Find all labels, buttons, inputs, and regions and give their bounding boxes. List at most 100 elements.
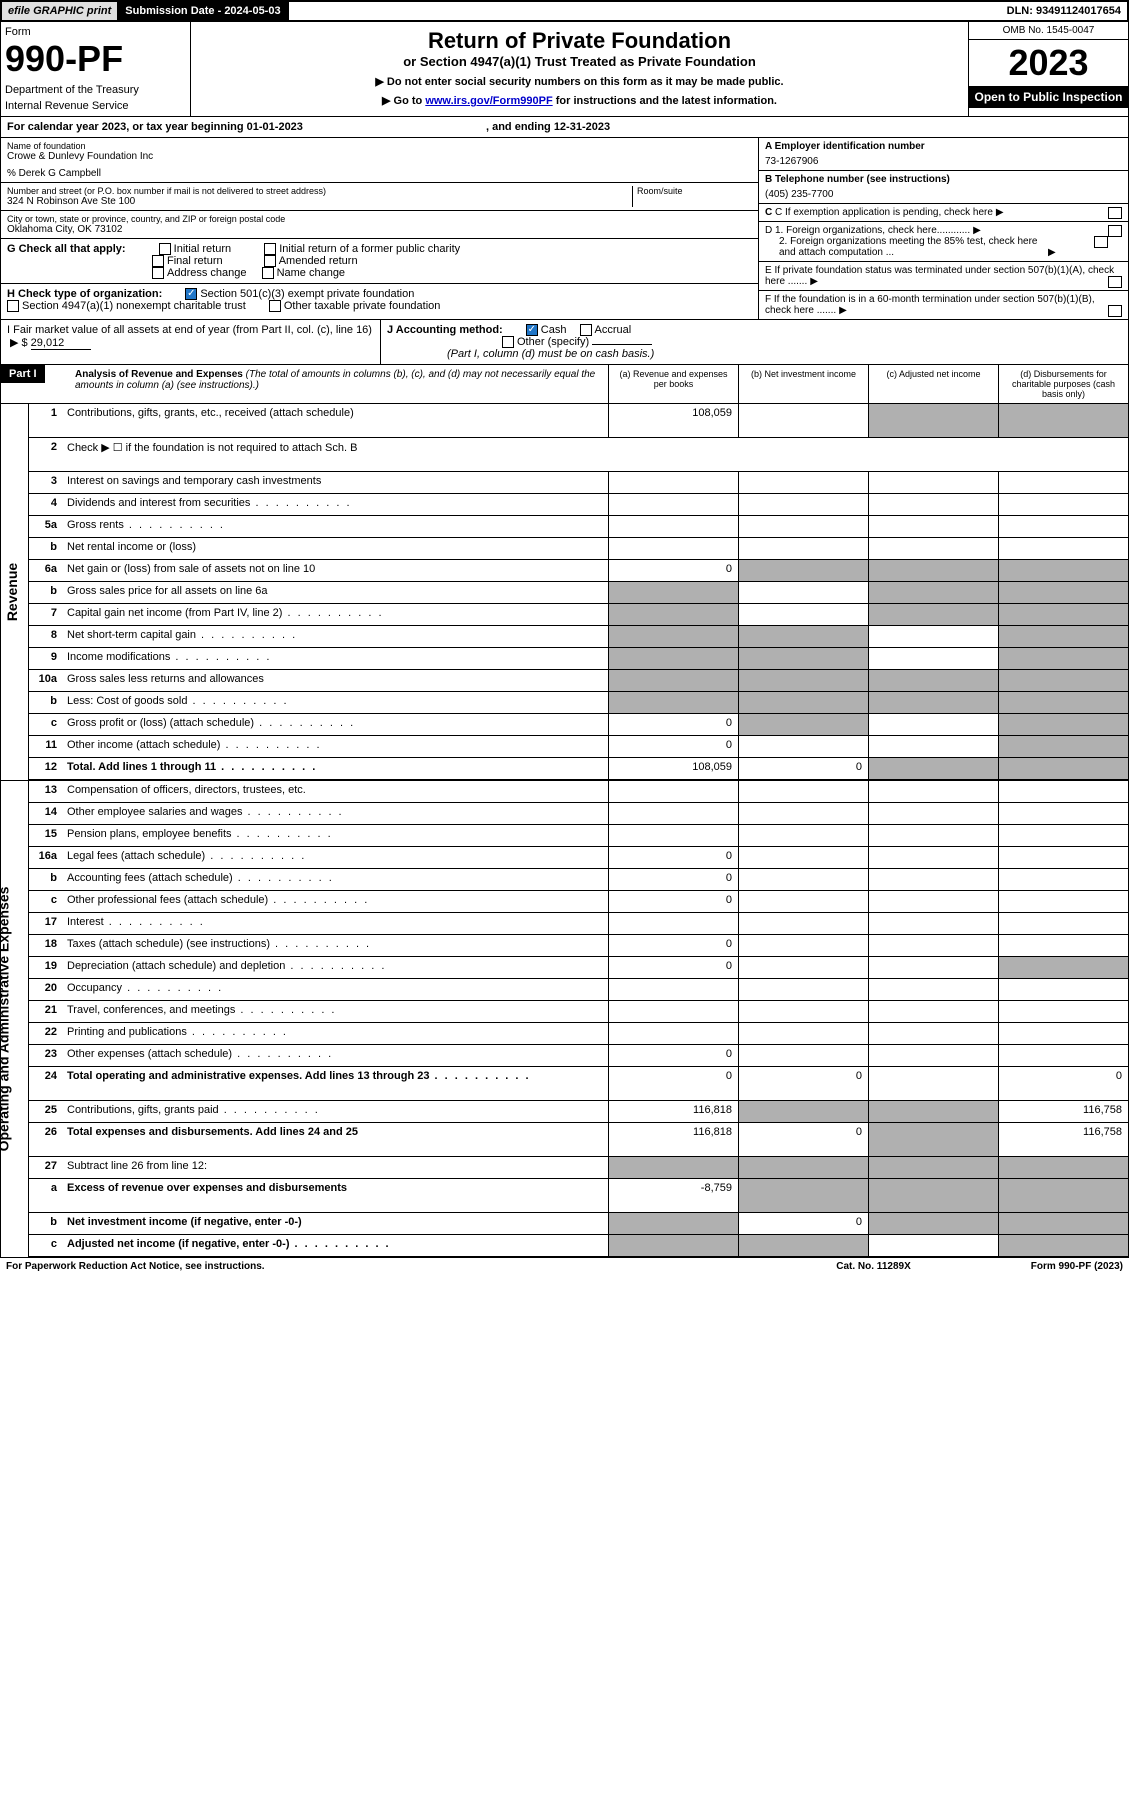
room-label: Room/suite xyxy=(637,186,752,196)
value-cell: 0 xyxy=(608,1067,738,1100)
checkbox-other-tax[interactable] xyxy=(269,300,281,312)
f-label: F If the foundation is in a 60-month ter… xyxy=(765,294,1095,316)
row-label: Net gain or (loss) from sale of assets n… xyxy=(63,560,608,581)
value-cell xyxy=(608,604,738,625)
row-number: 11 xyxy=(29,736,63,757)
value-cell xyxy=(738,1045,868,1066)
value-cell xyxy=(608,670,738,691)
value-cell xyxy=(998,670,1128,691)
value-cell xyxy=(998,1023,1128,1044)
checkbox-d2[interactable] xyxy=(1094,236,1108,248)
value-cell xyxy=(738,494,868,515)
row-number: 3 xyxy=(29,472,63,493)
entity-info: Name of foundation Crowe & Dunlevy Found… xyxy=(0,138,1129,320)
checkbox-501c3[interactable] xyxy=(185,288,197,300)
value-cell xyxy=(868,404,998,437)
value-cell xyxy=(868,472,998,493)
checkbox-amended[interactable] xyxy=(264,255,276,267)
value-cell xyxy=(868,670,998,691)
row-number: 8 xyxy=(29,626,63,647)
value-cell: 0 xyxy=(608,736,738,757)
table-row: 17Interest xyxy=(29,913,1128,935)
value-cell xyxy=(998,648,1128,669)
row-label: Adjusted net income (if negative, enter … xyxy=(63,1235,608,1256)
value-cell: 0 xyxy=(608,891,738,912)
table-row: aExcess of revenue over expenses and dis… xyxy=(29,1179,1128,1213)
row-label: Check ▶ ☐ if the foundation is not requi… xyxy=(63,438,1128,471)
value-cell xyxy=(998,781,1128,802)
ein-label: A Employer identification number xyxy=(765,141,1122,152)
row-label: Taxes (attach schedule) (see instruction… xyxy=(63,935,608,956)
row-number: b xyxy=(29,692,63,713)
value-cell xyxy=(998,1045,1128,1066)
checkbox-cash[interactable] xyxy=(526,324,538,336)
value-cell xyxy=(738,538,868,559)
value-cell xyxy=(608,979,738,1000)
table-row: 14Other employee salaries and wages xyxy=(29,803,1128,825)
checkbox-initial-former[interactable] xyxy=(264,243,276,255)
value-cell xyxy=(998,825,1128,846)
value-cell xyxy=(868,516,998,537)
value-cell: 116,818 xyxy=(608,1123,738,1156)
row-label: Total operating and administrative expen… xyxy=(63,1067,608,1100)
dln: DLN: 93491124017654 xyxy=(1001,2,1127,20)
checkbox-e[interactable] xyxy=(1108,276,1122,288)
value-cell xyxy=(738,604,868,625)
row-label: Gross rents xyxy=(63,516,608,537)
value-cell xyxy=(868,626,998,647)
row-label: Interest on savings and temporary cash i… xyxy=(63,472,608,493)
row-label: Capital gain net income (from Part IV, l… xyxy=(63,604,608,625)
value-cell xyxy=(738,803,868,824)
value-cell xyxy=(738,935,868,956)
city-state-zip: Oklahoma City, OK 73102 xyxy=(7,224,752,235)
value-cell xyxy=(868,979,998,1000)
checkbox-c[interactable] xyxy=(1108,207,1122,219)
value-cell xyxy=(998,472,1128,493)
table-row: 19Depreciation (attach schedule) and dep… xyxy=(29,957,1128,979)
value-cell xyxy=(998,1157,1128,1178)
value-cell: 0 xyxy=(608,847,738,868)
row-number: b xyxy=(29,538,63,559)
value-cell xyxy=(738,626,868,647)
checkbox-4947[interactable] xyxy=(7,300,19,312)
table-row: 21Travel, conferences, and meetings xyxy=(29,1001,1128,1023)
checkbox-initial[interactable] xyxy=(159,243,171,255)
row-label: Compensation of officers, directors, tru… xyxy=(63,781,608,802)
row-label: Gross profit or (loss) (attach schedule) xyxy=(63,714,608,735)
value-cell: 0 xyxy=(738,1213,868,1234)
row-label: Subtract line 26 from line 12: xyxy=(63,1157,608,1178)
checkbox-other-acct[interactable] xyxy=(502,336,514,348)
row-label: Legal fees (attach schedule) xyxy=(63,847,608,868)
table-row: bAccounting fees (attach schedule)0 xyxy=(29,869,1128,891)
checkbox-d1[interactable] xyxy=(1108,225,1122,237)
value-cell xyxy=(998,913,1128,934)
table-row: 23Other expenses (attach schedule)0 xyxy=(29,1045,1128,1067)
value-cell xyxy=(868,935,998,956)
row-label: Net short-term capital gain xyxy=(63,626,608,647)
efile-button[interactable]: efile GRAPHIC print xyxy=(2,2,119,20)
irs-link[interactable]: www.irs.gov/Form990PF xyxy=(425,95,552,107)
value-cell: 0 xyxy=(608,957,738,978)
table-row: 8Net short-term capital gain xyxy=(29,626,1128,648)
checkbox-address[interactable] xyxy=(152,267,164,279)
checkbox-f[interactable] xyxy=(1108,305,1122,317)
checkbox-name[interactable] xyxy=(262,267,274,279)
value-cell xyxy=(868,891,998,912)
checkbox-final[interactable] xyxy=(152,255,164,267)
value-cell: 116,758 xyxy=(998,1101,1128,1122)
value-cell: -8,759 xyxy=(608,1179,738,1212)
value-cell xyxy=(998,516,1128,537)
value-cell xyxy=(608,692,738,713)
row-label: Total expenses and disbursements. Add li… xyxy=(63,1123,608,1156)
addr-label: Number and street (or P.O. box number if… xyxy=(7,186,632,196)
value-cell xyxy=(868,1123,998,1156)
value-cell xyxy=(868,869,998,890)
name-label: Name of foundation xyxy=(7,141,752,151)
checkbox-accrual[interactable] xyxy=(580,324,592,336)
table-row: 18Taxes (attach schedule) (see instructi… xyxy=(29,935,1128,957)
table-row: 10aGross sales less returns and allowanc… xyxy=(29,670,1128,692)
value-cell xyxy=(868,582,998,603)
revenue-table: Revenue 1Contributions, gifts, grants, e… xyxy=(0,404,1129,781)
phone-value: (405) 235-7700 xyxy=(765,189,1122,200)
value-cell xyxy=(868,1157,998,1178)
